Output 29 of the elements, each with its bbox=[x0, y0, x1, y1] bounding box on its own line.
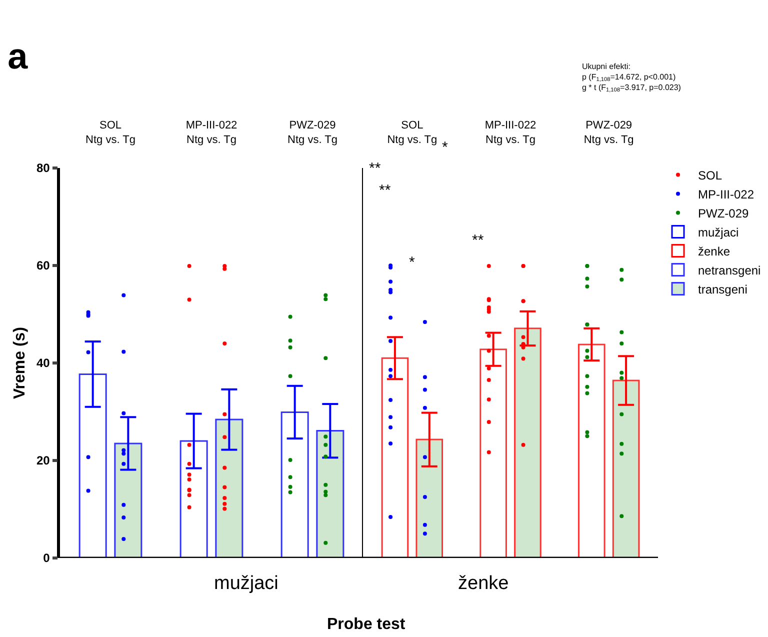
annotation: * bbox=[409, 254, 415, 271]
legend-label: SOL bbox=[698, 168, 722, 182]
y-tick-label: 40 bbox=[36, 356, 50, 370]
text: * bbox=[442, 139, 448, 156]
y-tick-label: 20 bbox=[36, 454, 50, 468]
x-axis-title: mužjaci bbox=[214, 573, 278, 594]
y-tick-label: 80 bbox=[36, 161, 50, 176]
x-tick-label: PWZ-029 Ntg vs. Tg bbox=[584, 120, 634, 146]
y-tick-label: 60 bbox=[36, 258, 50, 273]
text: Probe test bbox=[327, 616, 406, 633]
chart-title: a bbox=[8, 35, 29, 76]
x-tick-label: SOL Ntg vs. Tg bbox=[387, 120, 438, 146]
x-tick-label: MP-III-022 Ntg vs. Tg bbox=[484, 120, 536, 146]
text: ženke bbox=[698, 244, 730, 258]
x-axis-title: ženke bbox=[458, 573, 509, 594]
text: Ukupni efekti: p (F$_{1,108}$=14.672, p<0.001) g * t (F$_{1,108}$=3.917, p=0.023) bbox=[582, 62, 682, 94]
x-tick-label: SOL Ntg vs. Tg bbox=[86, 120, 136, 146]
legend-label: transgeni bbox=[698, 282, 748, 296]
x-tick-label: MP-III-022 Ntg vs. Tg bbox=[186, 120, 238, 146]
annotation: ** bbox=[369, 160, 381, 177]
legend-label: PWZ-029 bbox=[698, 206, 750, 220]
annotation: ** bbox=[472, 232, 484, 249]
annotation: ** bbox=[379, 182, 391, 199]
legend-label: netransgeni bbox=[698, 263, 761, 278]
legend-label: MP-III-022 bbox=[698, 187, 754, 202]
x-tick-label: PWZ-029 Ntg vs. Tg bbox=[288, 120, 338, 146]
y-axis-title: Vreme (s) bbox=[11, 326, 28, 400]
y-tick-label: 0 bbox=[43, 551, 50, 566]
text: mužjaci bbox=[698, 225, 739, 240]
